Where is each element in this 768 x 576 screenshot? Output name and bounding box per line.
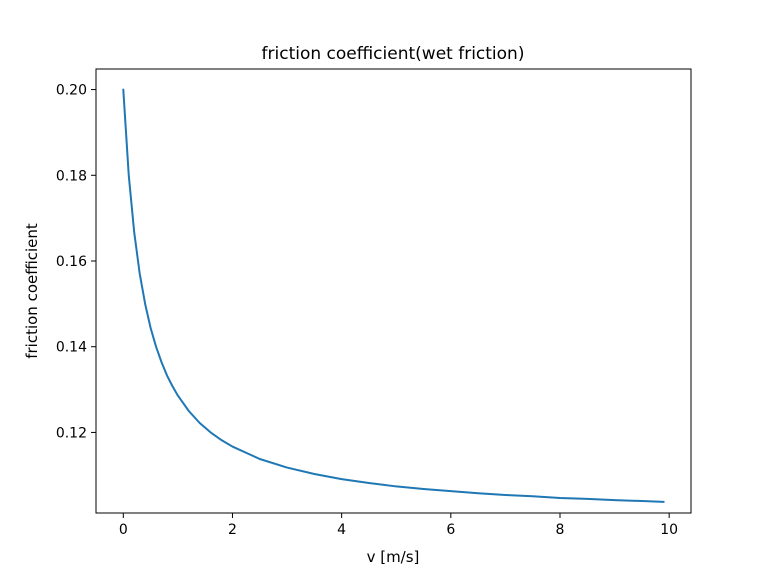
y-axis-ticks: 0.12 0.14 0.16 0.18 0.20 bbox=[56, 83, 96, 441]
plot-area bbox=[122, 88, 665, 503]
y-tick-label: 0.18 bbox=[56, 168, 87, 184]
series-line-0 bbox=[122, 88, 665, 503]
chart-title: friction coefficient(wet friction) bbox=[262, 44, 525, 64]
x-axis-ticks: 0 2 4 6 8 10 bbox=[119, 513, 678, 538]
x-axis-label: v [m/s] bbox=[367, 548, 420, 566]
y-tick-label: 0.12 bbox=[56, 425, 87, 441]
y-tick-label: 0.16 bbox=[56, 254, 87, 270]
x-tick-label: 2 bbox=[228, 522, 237, 538]
x-tick-label: 4 bbox=[337, 522, 346, 538]
x-tick-label: 0 bbox=[119, 522, 128, 538]
y-axis-label: friction coefficient bbox=[23, 223, 41, 359]
x-tick-label: 8 bbox=[556, 522, 565, 538]
x-tick-label: 6 bbox=[446, 522, 455, 538]
y-tick-label: 0.20 bbox=[56, 83, 87, 99]
axes-frame bbox=[95, 68, 692, 514]
x-tick-label: 10 bbox=[660, 522, 678, 538]
y-tick-label: 0.14 bbox=[56, 340, 87, 356]
